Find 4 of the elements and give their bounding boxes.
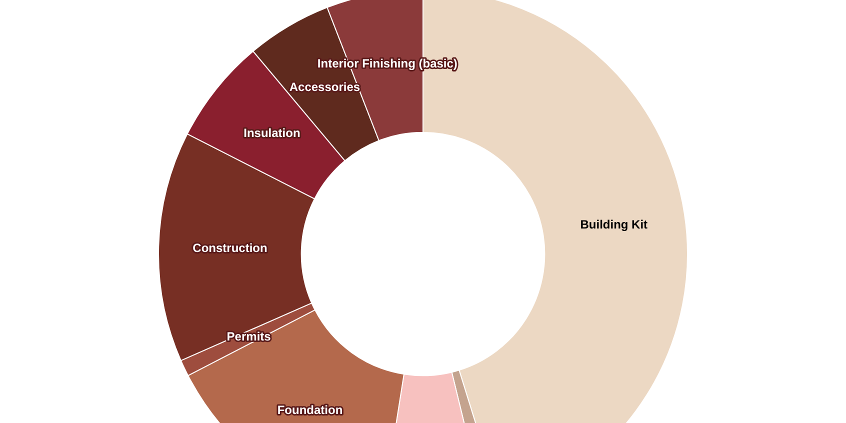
slice-label: Construction [192,240,268,255]
slice-label: Building Kit [580,217,648,232]
slice-label: Foundation [277,402,343,417]
slice-label: Insulation [244,126,300,140]
